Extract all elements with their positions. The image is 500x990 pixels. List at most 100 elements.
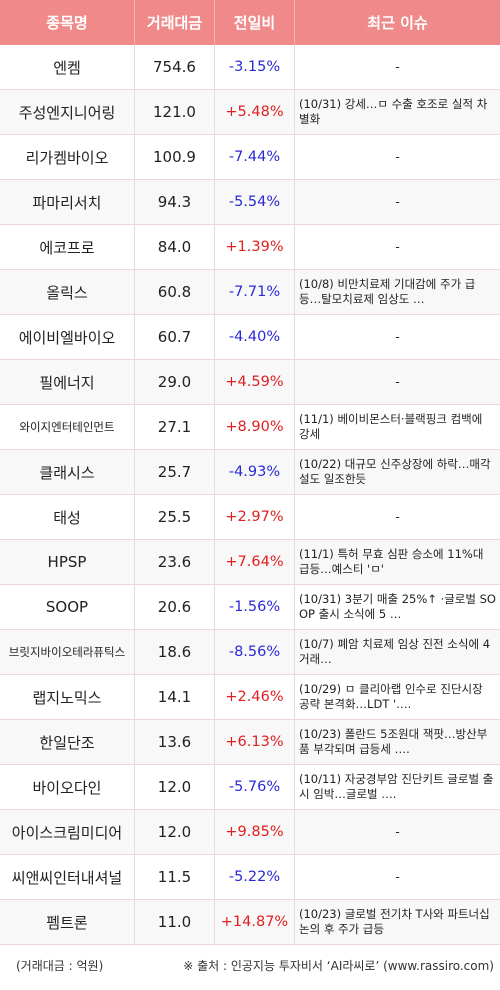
table-row: 엔켐 754.6 -3.15% - xyxy=(0,45,500,90)
stock-name[interactable]: 에코프로 xyxy=(0,225,135,270)
change-rate: -5.54% xyxy=(215,180,295,225)
change-rate: -7.71% xyxy=(215,270,295,315)
stock-name[interactable]: 필에너지 xyxy=(0,360,135,405)
trading-value: 29.0 xyxy=(135,360,215,405)
trading-value: 27.1 xyxy=(135,405,215,450)
recent-issue-text: - xyxy=(395,239,400,254)
stock-name[interactable]: 클래시스 xyxy=(0,450,135,495)
table-row: 씨앤씨인터내셔널 11.5 -5.22% - xyxy=(0,855,500,900)
table-row: 브릿지바이오테라퓨틱스 18.6 -8.56% (10/7) 폐암 치료제 임상 진전… xyxy=(0,630,500,675)
stock-name[interactable]: 주성엔지니어링 xyxy=(0,90,135,135)
stock-name[interactable]: 엔켐 xyxy=(0,45,135,90)
change-rate: -4.93% xyxy=(215,450,295,495)
table-row: 리가켐바이오 100.9 -7.44% - xyxy=(0,135,500,180)
stock-name[interactable]: 씨앤씨인터내셔널 xyxy=(0,855,135,900)
recent-issue-text: (10/11) 자궁경부암 진단키트 글로벌 출시 임박…글로벌 …. xyxy=(299,772,494,801)
table-row: 랩지노믹스 14.1 +2.46% (10/29) ㅁ 클리아랩 인수로 진단시장 공… xyxy=(0,675,500,720)
trading-value: 754.6 xyxy=(135,45,215,90)
recent-issue[interactable]: (11/1) 특허 무효 심판 승소에 11%대 급등…예스티 'ㅁ' xyxy=(295,540,500,585)
recent-issue: - xyxy=(295,855,500,900)
trading-value: 12.0 xyxy=(135,810,215,855)
table-row: 바이오다인 12.0 -5.76% (10/11) 자궁경부암 진단키트 글로벌 출시… xyxy=(0,765,500,810)
trading-value: 25.7 xyxy=(135,450,215,495)
stock-name[interactable]: 바이오다인 xyxy=(0,765,135,810)
stock-name[interactable]: 아이스크림미디어 xyxy=(0,810,135,855)
table-body: 엔켐 754.6 -3.15% - 주성엔지니어링 121.0 +5.48% (10/31) … xyxy=(0,45,500,945)
change-rate: +14.87% xyxy=(215,900,295,945)
change-rate: +7.64% xyxy=(215,540,295,585)
header-trading-value: 거래대금 xyxy=(135,0,215,45)
change-rate: +5.48% xyxy=(215,90,295,135)
recent-issue-text: (10/22) 대규모 신주상장에 하락…매각설도 일조한듯 xyxy=(299,457,491,486)
change-rate: +2.97% xyxy=(215,495,295,540)
table-row: 주성엔지니어링 121.0 +5.48% (10/31) 강세…ㅁ 수출 호조로 실적… xyxy=(0,90,500,135)
trading-value: 12.0 xyxy=(135,765,215,810)
recent-issue-text: (10/29) ㅁ 클리아랩 인수로 진단시장 공략 본격화…LDT '…. xyxy=(299,682,483,711)
recent-issue[interactable]: (11/1) 베이비몬스터·블랙핑크 컴백에 강세 xyxy=(295,405,500,450)
recent-issue: - xyxy=(295,45,500,90)
table-row: 와이지엔터테인먼트 27.1 +8.90% (11/1) 베이비몬스터·블랙핑크 컴백… xyxy=(0,405,500,450)
stock-name[interactable]: 리가켐바이오 xyxy=(0,135,135,180)
table-row: HPSP 23.6 +7.64% (11/1) 특허 무효 심판 승소에 11%대 급… xyxy=(0,540,500,585)
change-rate: -7.44% xyxy=(215,135,295,180)
trading-value: 14.1 xyxy=(135,675,215,720)
trading-value: 18.6 xyxy=(135,630,215,675)
recent-issue: - xyxy=(295,315,500,360)
footer: (거래대금 : 억원) ※ 출처 : 인공지능 투자비서 ‘AI라씨로’ (ww… xyxy=(0,948,500,982)
recent-issue[interactable]: (10/31) 3분기 매출 25%↑ ·글로벌 SOOP 출시 소식에 5 … xyxy=(295,585,500,630)
recent-issue-text: (10/31) 강세…ㅁ 수출 호조로 실적 차별화 xyxy=(299,97,488,126)
recent-issue[interactable]: (10/31) 강세…ㅁ 수출 호조로 실적 차별화 xyxy=(295,90,500,135)
change-rate: +9.85% xyxy=(215,810,295,855)
table-row: 펨트론 11.0 +14.87% (10/23) 글로벌 전기차 T사와 파트너십 논… xyxy=(0,900,500,945)
stock-name[interactable]: 한일단조 xyxy=(0,720,135,765)
stock-name[interactable]: 에이비엘바이오 xyxy=(0,315,135,360)
recent-issue[interactable]: (10/8) 비만치료제 기대감에 주가 급등…탈모치료제 임상도 … xyxy=(295,270,500,315)
stock-name[interactable]: 랩지노믹스 xyxy=(0,675,135,720)
recent-issue-text: (11/1) 베이비몬스터·블랙핑크 컴백에 강세 xyxy=(299,412,483,441)
trading-value: 20.6 xyxy=(135,585,215,630)
recent-issue-text: (10/8) 비만치료제 기대감에 주가 급등…탈모치료제 임상도 … xyxy=(299,277,476,306)
recent-issue-text: (10/7) 폐암 치료제 임상 진전 소식에 4거래… xyxy=(299,637,491,666)
recent-issue[interactable]: (10/23) 폴란드 5조원대 잭팟…방산부품 부각되며 급등세 …. xyxy=(295,720,500,765)
stock-name[interactable]: HPSP xyxy=(0,540,135,585)
table-header: 종목명 거래대금 전일비 최근 이슈 xyxy=(0,0,500,45)
table-row: 태성 25.5 +2.97% - xyxy=(0,495,500,540)
stock-name[interactable]: 브릿지바이오테라퓨틱스 xyxy=(0,630,135,675)
stock-name[interactable]: SOOP xyxy=(0,585,135,630)
table-row: 에코프로 84.0 +1.39% - xyxy=(0,225,500,270)
recent-issue-text: - xyxy=(395,509,400,524)
trading-value: 60.7 xyxy=(135,315,215,360)
stock-name[interactable]: 태성 xyxy=(0,495,135,540)
trading-value: 11.0 xyxy=(135,900,215,945)
stock-name[interactable]: 올릭스 xyxy=(0,270,135,315)
stock-name[interactable]: 파마리서치 xyxy=(0,180,135,225)
table-row: SOOP 20.6 -1.56% (10/31) 3분기 매출 25%↑ ·글로벌 S… xyxy=(0,585,500,630)
recent-issue[interactable]: (10/11) 자궁경부암 진단키트 글로벌 출시 임박…글로벌 …. xyxy=(295,765,500,810)
change-rate: -4.40% xyxy=(215,315,295,360)
table-row: 에이비엘바이오 60.7 -4.40% - xyxy=(0,315,500,360)
change-rate: -8.56% xyxy=(215,630,295,675)
stock-name[interactable]: 와이지엔터테인먼트 xyxy=(0,405,135,450)
stock-table: 종목명 거래대금 전일비 최근 이슈 엔켐 754.6 -3.15% - 주성엔지니어링… xyxy=(0,0,500,945)
recent-issue[interactable]: (10/23) 글로벌 전기차 T사와 파트너십 논의 후 주가 급등 xyxy=(295,900,500,945)
recent-issue-text: (10/31) 3분기 매출 25%↑ ·글로벌 SOOP 출시 소식에 5 … xyxy=(299,592,496,621)
change-rate: -5.76% xyxy=(215,765,295,810)
recent-issue-text: - xyxy=(395,374,400,389)
recent-issue: - xyxy=(295,360,500,405)
table-row: 올릭스 60.8 -7.71% (10/8) 비만치료제 기대감에 주가 급등…탈모치… xyxy=(0,270,500,315)
table-row: 클래시스 25.7 -4.93% (10/22) 대규모 신주상장에 하락…매각설도 … xyxy=(0,450,500,495)
recent-issue[interactable]: (10/22) 대규모 신주상장에 하락…매각설도 일조한듯 xyxy=(295,450,500,495)
header-row: 종목명 거래대금 전일비 최근 이슈 xyxy=(0,0,500,45)
recent-issue-text: (10/23) 글로벌 전기차 T사와 파트너십 논의 후 주가 급등 xyxy=(299,907,490,936)
trading-value: 23.6 xyxy=(135,540,215,585)
change-rate: +2.46% xyxy=(215,675,295,720)
recent-issue[interactable]: (10/29) ㅁ 클리아랩 인수로 진단시장 공략 본격화…LDT '…. xyxy=(295,675,500,720)
stock-name[interactable]: 펨트론 xyxy=(0,900,135,945)
trading-value: 60.8 xyxy=(135,270,215,315)
recent-issue[interactable]: (10/7) 폐암 치료제 임상 진전 소식에 4거래… xyxy=(295,630,500,675)
recent-issue-text: - xyxy=(395,329,400,344)
change-rate: -5.22% xyxy=(215,855,295,900)
change-rate: -1.56% xyxy=(215,585,295,630)
table-row: 아이스크림미디어 12.0 +9.85% - xyxy=(0,810,500,855)
recent-issue: - xyxy=(295,135,500,180)
